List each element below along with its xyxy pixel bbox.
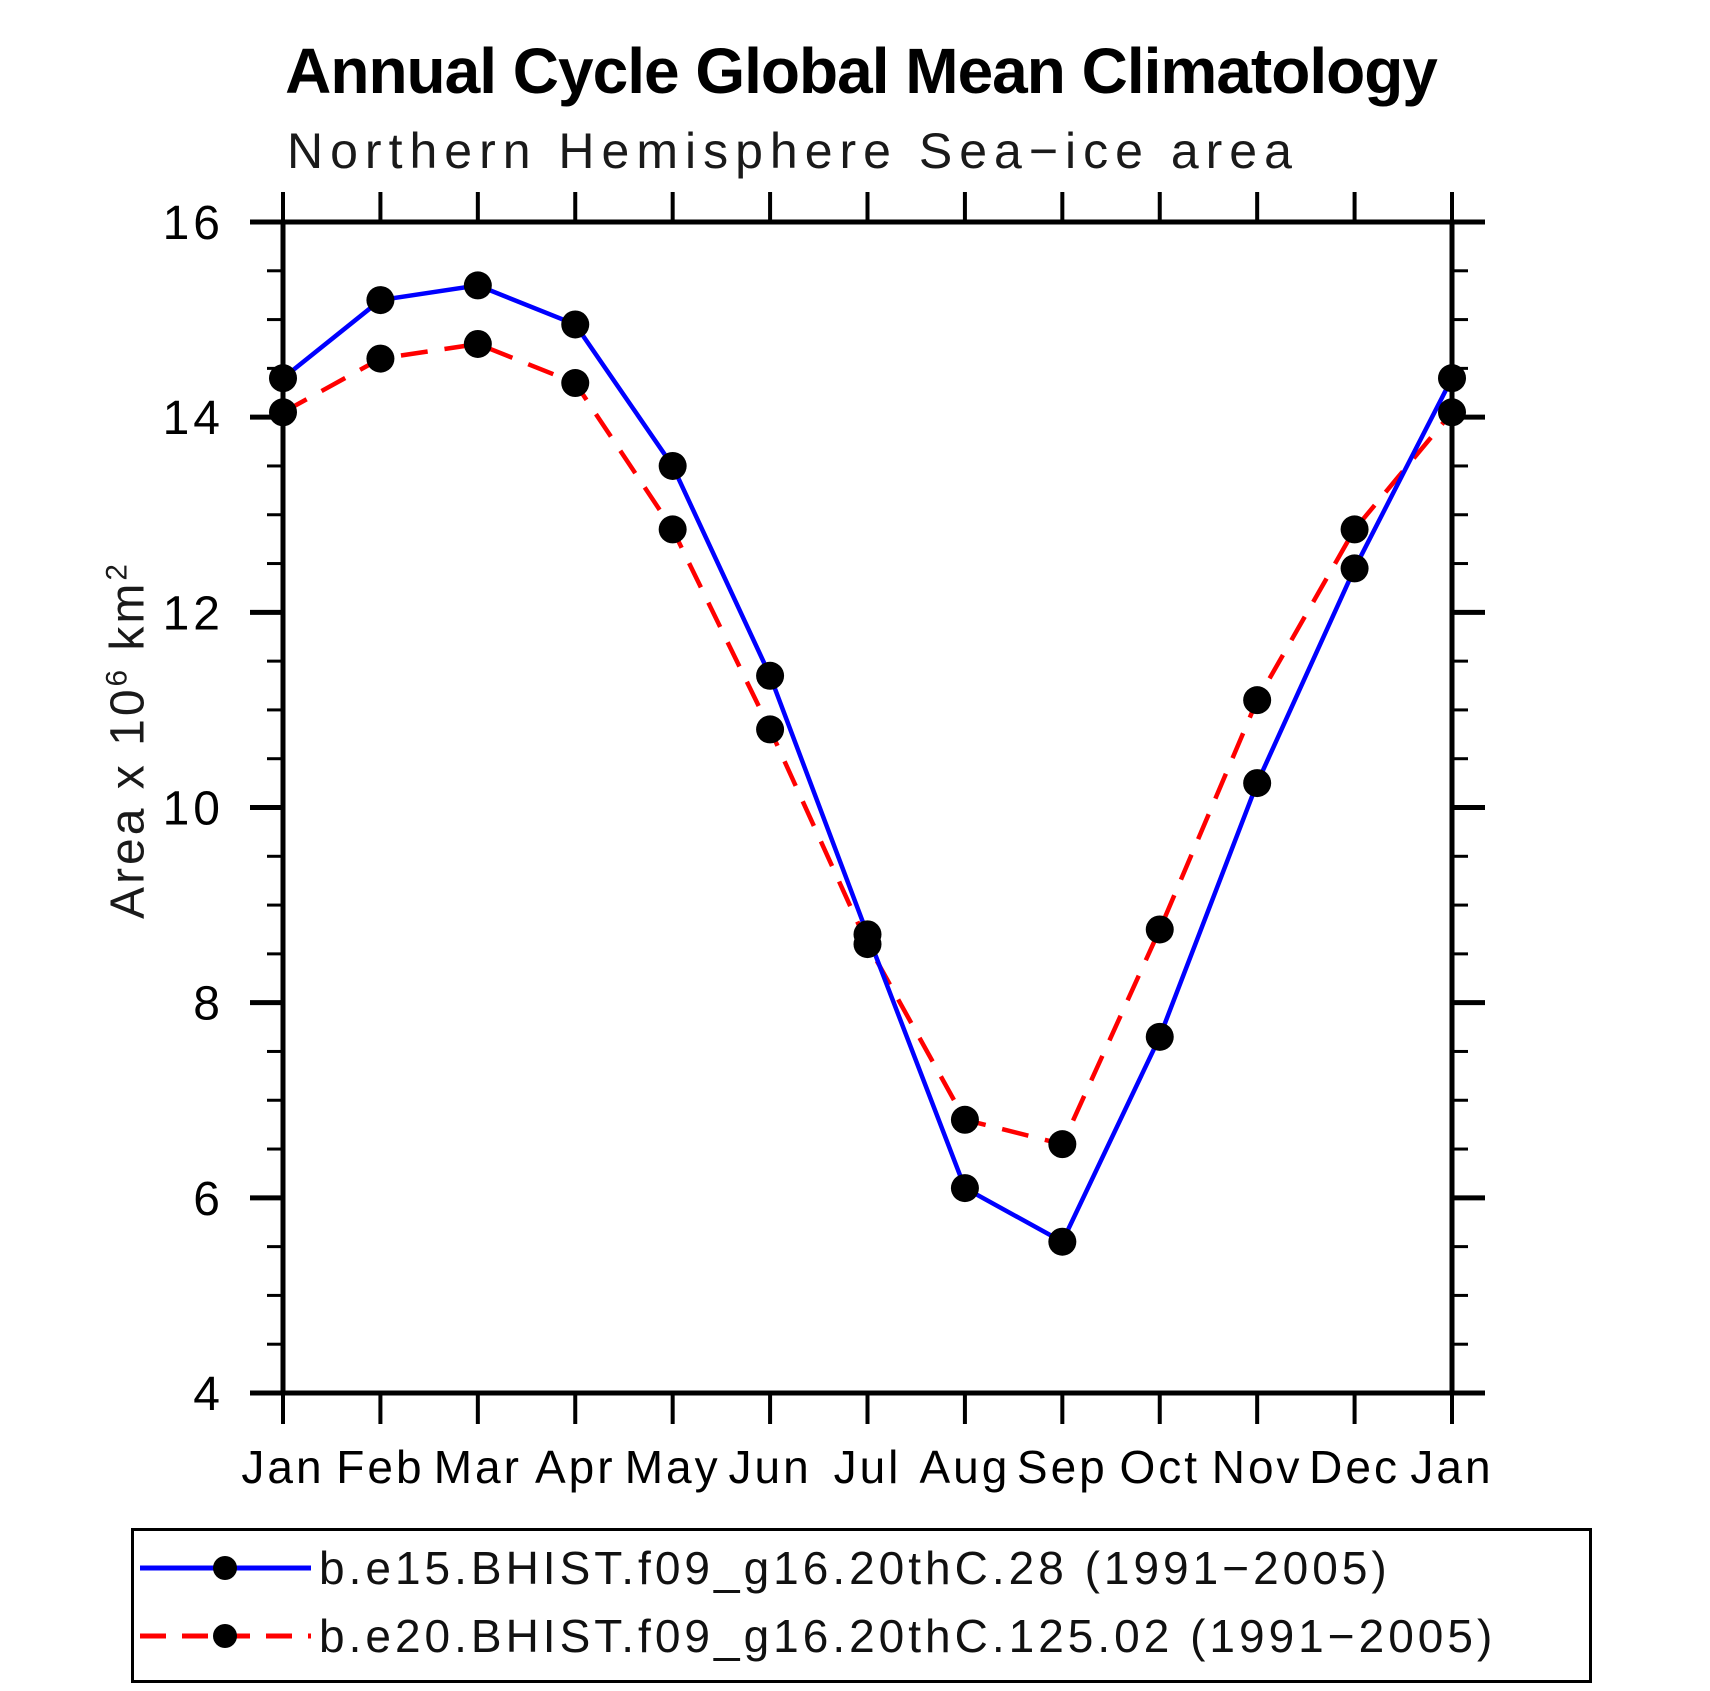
x-tick-label: Feb: [336, 1441, 424, 1493]
data-point-marker: [269, 398, 297, 427]
x-tick-label: Jan: [1410, 1441, 1493, 1493]
data-point-marker: [756, 661, 785, 690]
legend-entry-be20: b.e20.BHIST.f09_g16.20thC.125.02 (1991−2…: [138, 1610, 1589, 1662]
data-point-marker: [1048, 1130, 1077, 1159]
data-point-marker: [366, 344, 395, 373]
legend-label-be15: b.e15.BHIST.f09_g16.20thC.28 (1991−2005): [319, 1542, 1391, 1594]
data-point-marker: [950, 1174, 979, 1203]
x-tick-label: Nov: [1212, 1441, 1303, 1493]
chart-title: Annual Cycle Global Mean Climatology: [285, 35, 1438, 107]
x-tick-label: Jan: [241, 1441, 324, 1493]
data-point-marker: [658, 515, 687, 544]
y-tick-label: 12: [163, 587, 224, 640]
y-tick-label: 16: [163, 197, 224, 250]
y-tick-label: 8: [193, 978, 224, 1031]
y-tick-label: 4: [193, 1368, 224, 1421]
data-point-marker: [853, 930, 882, 959]
y-tick-label: 10: [163, 783, 224, 836]
series-line: [281, 283, 1455, 1245]
y-tick-label: 14: [163, 392, 224, 445]
legend-entry-be15: b.e15.BHIST.f09_g16.20thC.28 (1991−2005): [138, 1542, 1589, 1594]
data-point-marker: [1243, 769, 1272, 798]
data-point-marker: [463, 271, 492, 300]
data-point-marker: [463, 329, 492, 358]
data-point-marker: [658, 451, 687, 480]
y-tick-label: 6: [193, 1173, 224, 1226]
data-point-marker: [366, 286, 395, 315]
data-point-marker: [1438, 364, 1466, 393]
x-tick-label: Sep: [1017, 1441, 1108, 1493]
legend-box: b.e15.BHIST.f09_g16.20thC.28 (1991−2005)…: [131, 1528, 1592, 1683]
data-point-marker: [756, 715, 785, 744]
data-point-marker: [269, 364, 297, 393]
legend-marker-icon: [213, 1556, 237, 1580]
legend-swatch-dashed-line: [140, 1624, 311, 1648]
x-tick-label: Mar: [434, 1441, 522, 1493]
plot-frame: [280, 219, 1455, 1396]
legend-marker-icon: [213, 1624, 237, 1648]
legend-swatch-solid-line: [140, 1556, 311, 1580]
data-point-marker: [561, 369, 590, 398]
x-tick-label: Oct: [1119, 1441, 1200, 1493]
data-point-marker: [1048, 1227, 1077, 1256]
x-tick-label: Dec: [1309, 1441, 1400, 1493]
data-point-marker: [1243, 686, 1272, 715]
legend-label-be20: b.e20.BHIST.f09_g16.20thC.125.02 (1991−2…: [319, 1610, 1497, 1662]
x-tick-label: Aug: [919, 1441, 1010, 1493]
data-point-marker: [950, 1105, 979, 1134]
data-point-marker: [561, 310, 590, 339]
data-point-marker: [1438, 398, 1466, 427]
data-point-marker: [1340, 515, 1369, 544]
x-tick-label: Apr: [535, 1441, 616, 1493]
x-tick-label: Jul: [834, 1441, 902, 1493]
data-point-marker: [1340, 554, 1369, 583]
x-tick-label: Jun: [728, 1441, 811, 1493]
x-tick-label: May: [625, 1441, 721, 1493]
data-point-marker: [1145, 915, 1174, 944]
data-point-marker: [1145, 1022, 1174, 1051]
chart-subtitle: Northern Hemisphere Sea−ice area: [287, 123, 1299, 179]
